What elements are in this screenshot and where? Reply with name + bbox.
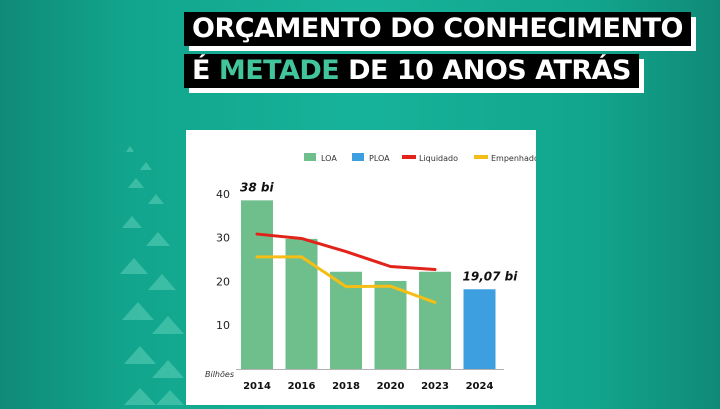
bar-loa-2020 bbox=[374, 280, 407, 369]
annotation-2014: 38 bi bbox=[240, 180, 274, 194]
lines bbox=[255, 232, 437, 304]
y-tick-label: 30 bbox=[216, 232, 230, 245]
legend: LOA PLOA Liquidado Empenhado bbox=[304, 153, 539, 163]
y-tick-label: 20 bbox=[216, 275, 230, 288]
x-tick-label-2020: 2020 bbox=[377, 381, 405, 392]
page-title: ORÇAMENTO DO CONHECIMENTO É METADE DE 10… bbox=[184, 12, 691, 88]
x-tick-label-2024: 2024 bbox=[466, 381, 494, 392]
x-tick-label-2016: 2016 bbox=[288, 381, 316, 392]
bar-loa-2014 bbox=[241, 200, 273, 369]
legend-label-ploa: PLOA bbox=[369, 154, 390, 163]
title-line-2: É METADE DE 10 ANOS ATRÁS bbox=[184, 54, 640, 88]
y-tick-label: 10 bbox=[216, 319, 230, 332]
title-highlight: METADE bbox=[218, 55, 340, 86]
y-tick-label: 40 bbox=[216, 188, 230, 201]
bars bbox=[241, 200, 496, 369]
legend-label-empenhado: Empenhado bbox=[491, 154, 536, 163]
line-empenhado bbox=[255, 255, 437, 304]
triangle-pattern bbox=[120, 146, 184, 405]
bar-ploa-2024 bbox=[463, 289, 496, 369]
annotation-2024: 19,07 bi bbox=[463, 269, 519, 283]
x-tick-label-2018: 2018 bbox=[332, 381, 360, 392]
x-axis: 2014 2016 2018 2020 2023 2024 bbox=[236, 369, 504, 392]
y-axis-label: Bilhões bbox=[205, 370, 234, 379]
legend-label-liquidado: Liquidado bbox=[419, 154, 458, 163]
bar-loa-2016 bbox=[285, 238, 318, 369]
annotations: 38 bi 19,07 bi bbox=[240, 180, 518, 283]
legend-swatch-loa bbox=[304, 153, 316, 161]
legend-swatch-liquidado bbox=[402, 155, 416, 159]
chart: LOA PLOA Liquidado Empenhado 10 20 30 40 Bilhõe… bbox=[205, 153, 539, 392]
title-line-2-post: DE 10 ANOS ATRÁS bbox=[339, 55, 632, 86]
title-line-2-pre: É bbox=[192, 55, 219, 86]
legend-label-loa: LOA bbox=[321, 154, 337, 163]
y-axis: 10 20 30 40 Bilhões bbox=[205, 188, 234, 379]
legend-swatch-empenhado bbox=[474, 155, 488, 159]
chart-card: LOA PLOA Liquidado Empenhado 10 20 30 40 Bilhõe… bbox=[186, 130, 539, 405]
x-tick-label-2023: 2023 bbox=[421, 381, 449, 392]
bar-loa-2023 bbox=[419, 271, 451, 369]
title-line-1: ORÇAMENTO DO CONHECIMENTO bbox=[184, 12, 691, 46]
x-tick-label-2014: 2014 bbox=[243, 381, 271, 392]
legend-swatch-ploa bbox=[352, 153, 364, 161]
line-liquidado bbox=[255, 232, 437, 272]
